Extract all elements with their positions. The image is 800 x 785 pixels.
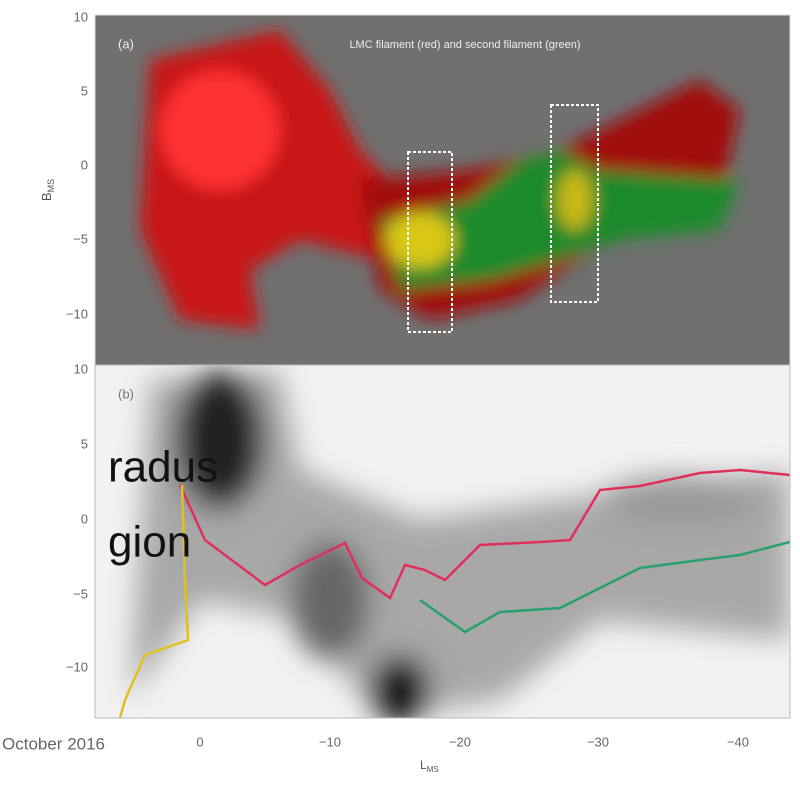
x-tick-label: −40 [727, 734, 749, 749]
slide-text: radus [108, 443, 218, 492]
y-axis-label: BMS [39, 179, 56, 201]
footer-date: October 2016 [2, 734, 105, 753]
y-tick-label: −5 [73, 586, 88, 601]
panel-label: (b) [118, 386, 134, 401]
slide: (a) LMC filament (red) and second filame… [0, 0, 800, 780]
y-tick-label: 0 [81, 511, 88, 526]
y-tick-label: 0 [81, 157, 88, 172]
panel-title: LMC filament (red) and second filament (… [349, 39, 580, 51]
y-tick-label: 10 [74, 9, 88, 24]
x-tick-label: 0 [196, 734, 203, 749]
x-tick-label: −10 [319, 734, 341, 749]
y-tick-label: 5 [81, 436, 88, 451]
y-tick-label: 5 [81, 83, 88, 98]
axis-label-main: B [39, 192, 54, 201]
panel-b-image [95, 365, 790, 725]
page: (a) LMC filament (red) and second filame… [0, 0, 800, 780]
slide-text: gion [108, 518, 191, 567]
panel-label: (a) [118, 36, 134, 51]
y-tick-label: −10 [66, 306, 88, 321]
axis-label-sub: MS [427, 765, 439, 774]
axis-label-sub: MS [46, 179, 56, 193]
x-tick-label: −20 [449, 734, 471, 749]
x-axis-label: LMS [420, 758, 439, 774]
x-tick-label: −30 [587, 734, 609, 749]
panel-a-image [95, 15, 790, 365]
y-tick-label: 10 [74, 361, 88, 376]
y-tick-label: −10 [66, 659, 88, 674]
y-tick-label: −5 [73, 231, 88, 246]
